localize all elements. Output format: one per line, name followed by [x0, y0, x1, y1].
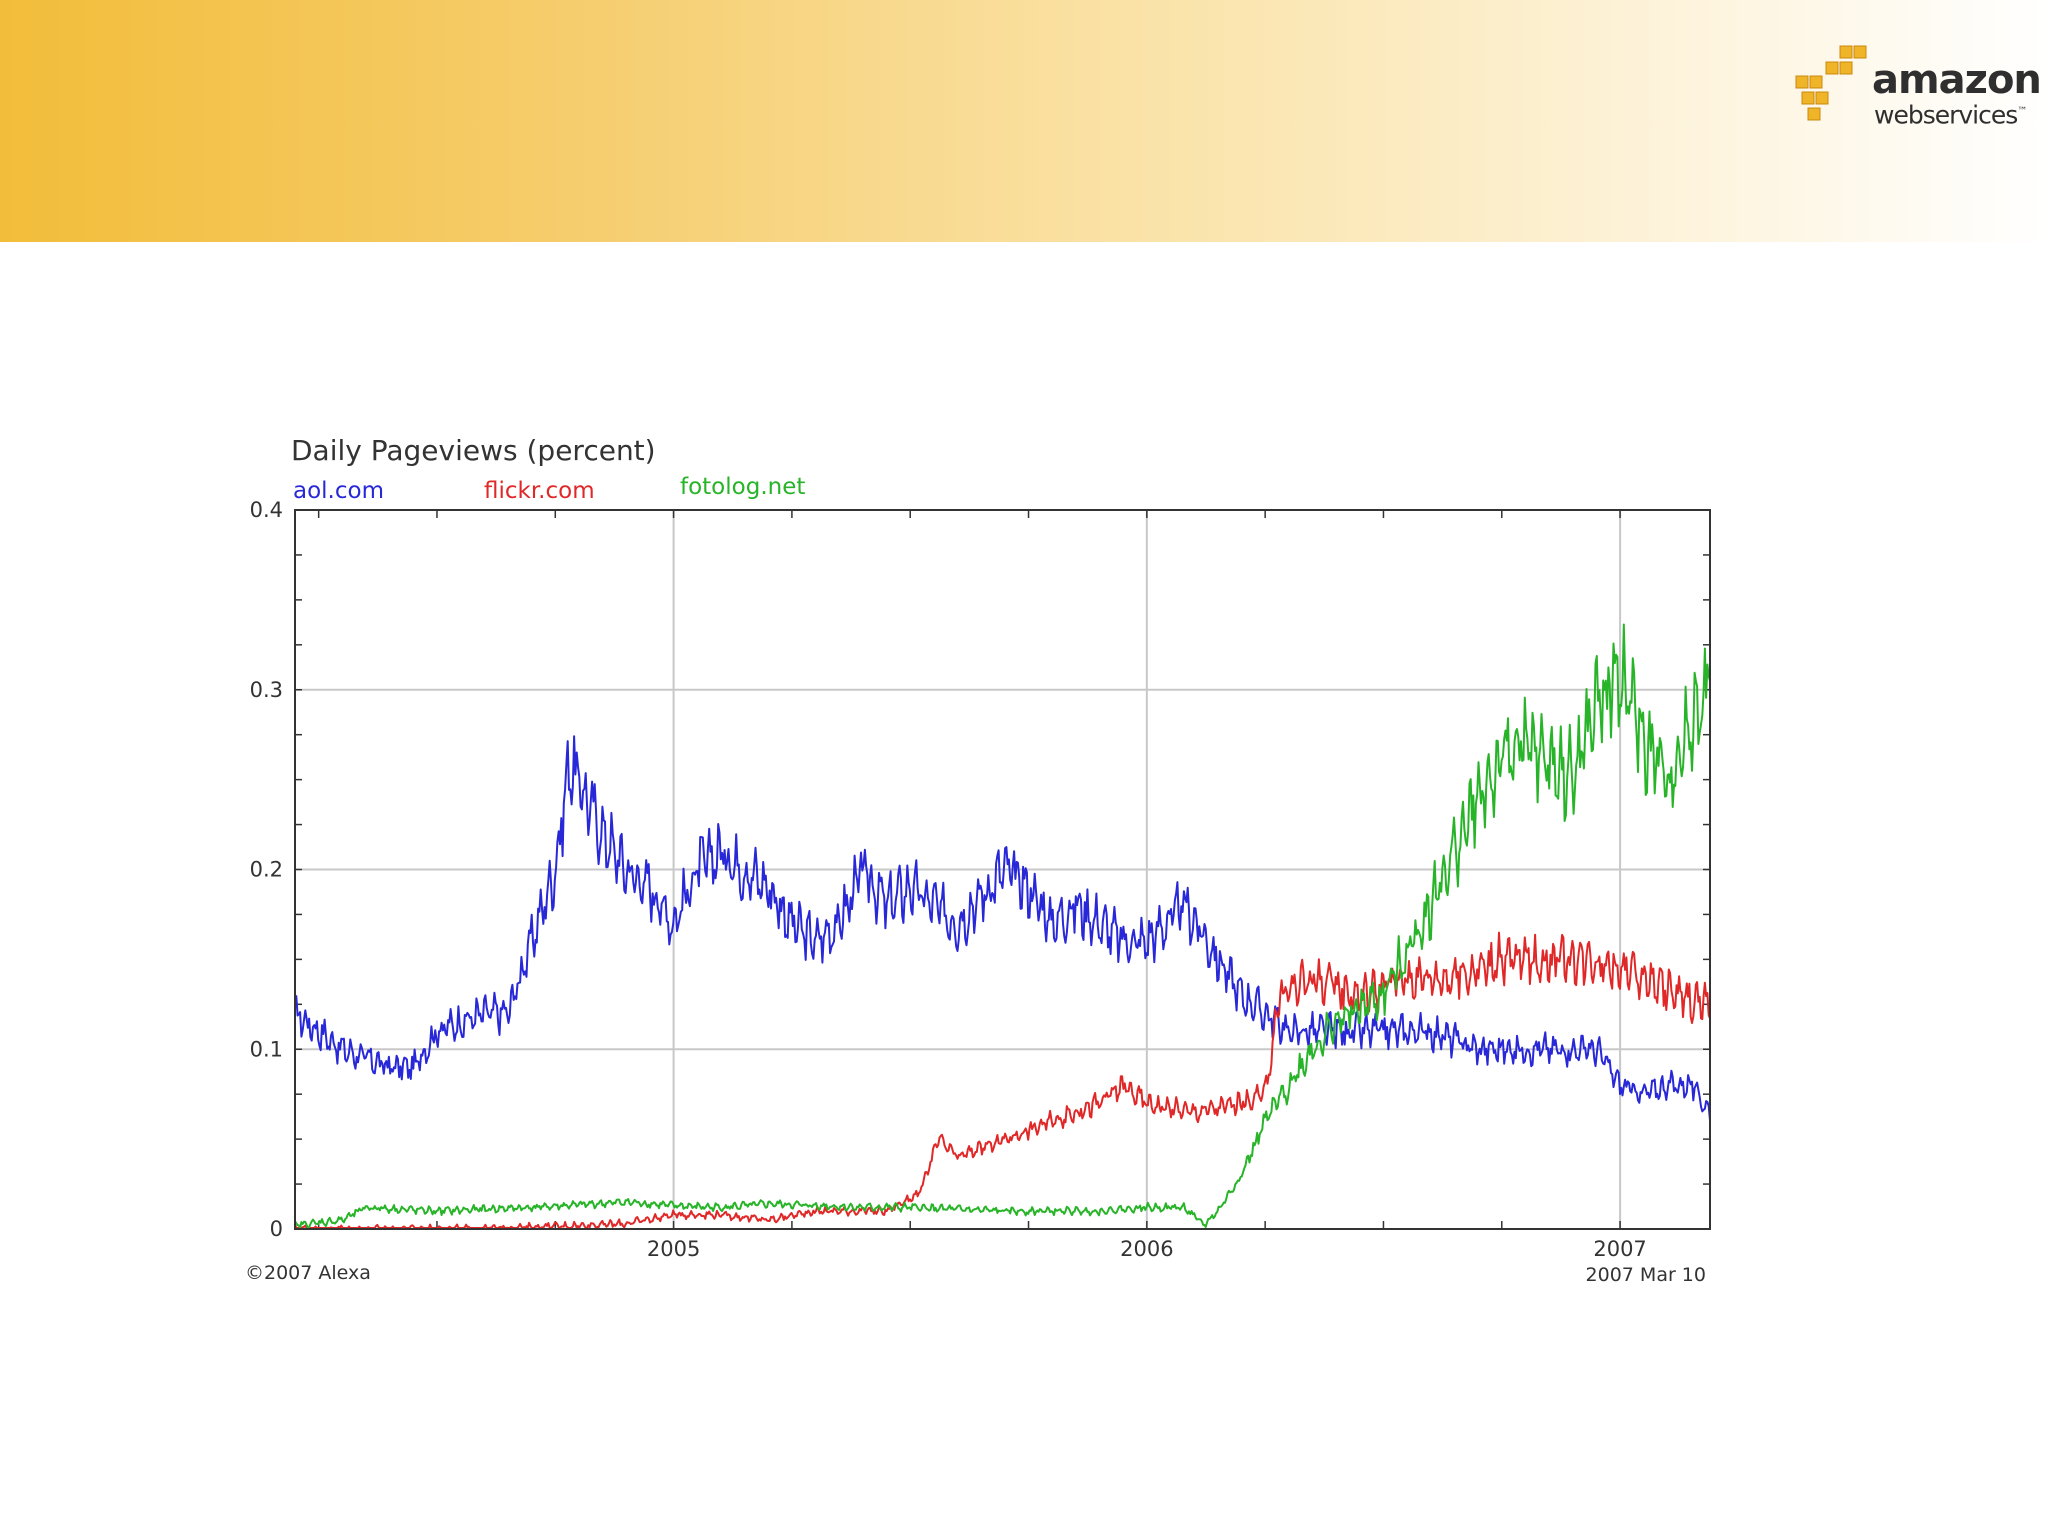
y-tick-label: 0.2: [250, 858, 283, 882]
legend-item-flickr: flickr.com: [484, 478, 595, 504]
y-tick-label: 0.1: [250, 1037, 283, 1061]
y-tick-label: 0: [270, 1217, 283, 1241]
x-tick-label: 2005: [647, 1237, 700, 1261]
series-line-fotolog-net: [294, 623, 1711, 1229]
logo-wordmark: amazon: [1872, 57, 2042, 103]
series-line-flickr-com: [294, 931, 1711, 1229]
legend-item-fotolog: fotolog.net: [680, 474, 805, 500]
chart-title: Daily Pageviews (percent): [291, 434, 656, 467]
legend-item-aol: aol.com: [293, 478, 384, 504]
x-tick-label: 2006: [1120, 1237, 1173, 1261]
series-line-aol-com: [294, 735, 1711, 1121]
plot-frame: [294, 509, 1711, 1230]
y-tick-label: 0.3: [250, 678, 283, 702]
date-stamp: 2007 Mar 10: [1586, 1264, 1706, 1286]
logo-subtext: webservices™: [1874, 100, 2027, 130]
aws-cubes-icon: [1795, 45, 1867, 121]
y-tick-label: 0.4: [250, 498, 283, 522]
series-lines: [294, 623, 1711, 1229]
grid-lines: [295, 510, 1710, 1229]
amazon-web-services-logo: amazon webservices™: [1792, 42, 2042, 138]
x-tick-label: 2007: [1593, 1237, 1646, 1261]
x-axis-ticks: 2005 2006 2007: [647, 1237, 1647, 1261]
header-banner: [0, 0, 2048, 242]
copyright-label: ©2007 Alexa: [245, 1262, 371, 1284]
y-axis-ticks: 0 0.1 0.2 0.3 0.4: [250, 498, 283, 1241]
